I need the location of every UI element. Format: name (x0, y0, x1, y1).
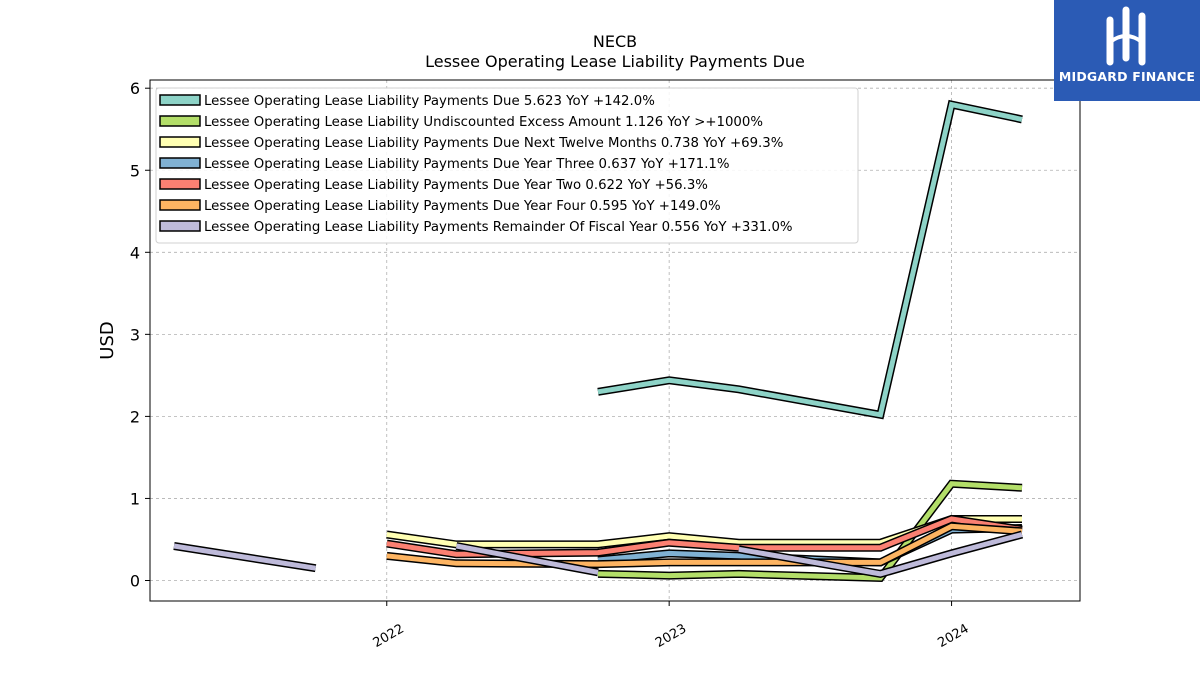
legend-label: Lessee Operating Lease Liability Undisco… (204, 115, 763, 130)
legend-label: Lessee Operating Lease Liability Payment… (204, 220, 793, 235)
legend-label: Lessee Operating Lease Liability Payment… (204, 178, 708, 193)
y-axis-label: USD (97, 321, 118, 359)
legend-label: Lessee Operating Lease Liability Payment… (204, 199, 721, 214)
x-tick-label: 2024 (935, 621, 971, 651)
legend-swatch (159, 220, 201, 232)
series-line (455, 543, 599, 575)
y-tick-label: 1 (130, 489, 140, 508)
legend-label: Lessee Operating Lease Liability Payment… (204, 136, 783, 151)
series-line (597, 481, 1023, 581)
legend-swatch (159, 178, 201, 190)
y-tick-label: 0 (130, 571, 140, 590)
legend-swatch (159, 136, 201, 148)
series-line (386, 523, 1023, 567)
x-tick-label: 2023 (653, 621, 689, 651)
series-line (738, 532, 1023, 577)
series-line (173, 543, 316, 571)
y-tick-label: 2 (130, 407, 140, 426)
midgard-logo-icon (1106, 6, 1146, 66)
y-tick-label: 3 (130, 325, 140, 344)
x-tick-label: 2022 (371, 621, 407, 651)
chart-ticker: NECB (592, 32, 638, 51)
legend-label: Lessee Operating Lease Liability Payment… (204, 94, 655, 109)
legend-label: Lessee Operating Lease Liability Payment… (204, 157, 730, 172)
legend-swatch (159, 94, 201, 106)
chart-title: Lessee Operating Lease Liability Payment… (425, 52, 805, 71)
series-line (597, 101, 1023, 418)
y-tick-label: 6 (130, 79, 140, 98)
logo: MIDGARD FINANCE (1054, 0, 1200, 101)
legend-swatch (159, 157, 201, 169)
y-tick-label: 5 (130, 161, 140, 180)
plot-frame (149, 79, 1081, 602)
logo-text: MIDGARD FINANCE (1058, 69, 1196, 84)
legend-swatch (159, 199, 201, 211)
y-tick-label: 4 (130, 243, 140, 262)
legend-box (155, 87, 859, 244)
legend-swatch (159, 115, 201, 127)
